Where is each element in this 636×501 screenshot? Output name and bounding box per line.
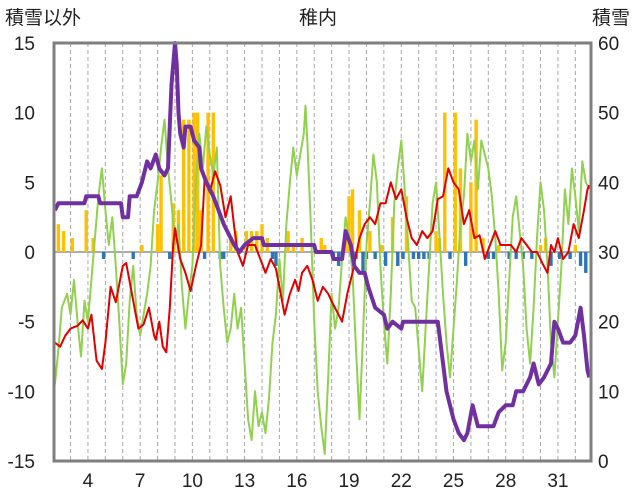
precipitation-bar (458, 168, 463, 252)
precipitation-bar (491, 252, 496, 259)
precipitation-bar (140, 245, 144, 252)
precipitation-bar (274, 252, 278, 266)
temperature-line (54, 167, 591, 370)
x-tick-label: 28 (495, 471, 516, 492)
left-axis-label: 積雪以外 (5, 7, 81, 29)
x-tick-label: 13 (234, 471, 255, 492)
y-right-tick-label: 60 (598, 34, 619, 55)
x-tick-label: 25 (443, 471, 464, 492)
precipitation-bar (255, 231, 259, 252)
precipitation-bar (195, 112, 200, 253)
snow-depth-line (53, 41, 592, 443)
precipitation-bar (530, 252, 534, 259)
precipitation-bar (538, 245, 543, 252)
precipitation-bar (168, 252, 172, 259)
plot-frame (52, 41, 593, 463)
precipitation-bar (497, 245, 501, 252)
chart-title: 稚内 (299, 7, 337, 29)
y-left-tick-label: 0 (24, 243, 35, 264)
y-right-tick-label: 10 (598, 382, 619, 403)
precipitation-bar (159, 175, 163, 252)
precipitation-bar (228, 238, 233, 252)
precipitation-bar (270, 252, 275, 259)
y-left-tick-label: 15 (14, 34, 35, 55)
y-right-tick-label: 0 (598, 452, 609, 473)
precipitation-bar (521, 252, 525, 259)
precipitation-bar (222, 252, 226, 259)
precipitation-bar (291, 245, 296, 252)
precipitation-bar (578, 252, 583, 266)
y-left-tick-label: -5 (18, 313, 35, 334)
precipitation-bar (373, 252, 377, 259)
precipitation-bar (181, 119, 186, 252)
precipitation-bar (101, 252, 106, 259)
x-tick-label: 31 (547, 471, 568, 492)
precipitation-bar (416, 252, 421, 259)
precipitation-bar (434, 231, 438, 252)
precipitation-bar (474, 119, 478, 252)
precipitation-bar (383, 252, 388, 266)
precipitation-bar (368, 231, 372, 252)
x-tick-label: 19 (338, 471, 359, 492)
precipitation-bar (584, 252, 588, 273)
series-lines (53, 41, 592, 455)
precipitation-bar (70, 238, 74, 252)
y-right-tick-label: 50 (598, 104, 619, 125)
x-tick-labels: 4 7 10 13 16 19 22 25 28 31 (83, 471, 569, 492)
precipitation-bar (453, 112, 457, 253)
precipitation-bar (286, 231, 290, 252)
y-right-tick-labels: 60 50 40 30 20 10 0 (598, 34, 619, 473)
precipitation-bar (350, 189, 355, 252)
precipitation-bar (192, 112, 196, 253)
precipitation-bar (514, 252, 518, 259)
right-axis-label: 積雪 (592, 7, 630, 29)
precipitation-bar (61, 231, 66, 252)
y-left-tick-label: -10 (8, 382, 35, 403)
precipitation-bar (549, 252, 553, 266)
precipitation-bar (211, 112, 215, 253)
y-right-tick-label: 20 (598, 313, 619, 334)
precipitation-bar (131, 252, 135, 259)
precipitation-bar (361, 252, 365, 273)
precipitation-bar (347, 196, 351, 252)
precipitation-bar (568, 252, 572, 259)
precipitation-bar (322, 245, 327, 252)
x-tick-label: 10 (182, 471, 203, 492)
precipitation-bar (319, 238, 323, 252)
precipitation-bar (463, 252, 468, 266)
y-left-tick-label: 10 (14, 104, 35, 125)
y-right-tick-label: 30 (598, 243, 619, 264)
precipitation-bar (155, 224, 160, 252)
x-tick-label: 16 (286, 471, 307, 492)
precipitation-bar (486, 252, 490, 259)
precipitation-bar (411, 252, 416, 259)
x-tick-label: 7 (135, 471, 146, 492)
precipitation-bar (91, 238, 95, 252)
x-tick-label: 22 (391, 471, 412, 492)
precipitation-bar (380, 245, 384, 252)
x-tick-label: 4 (83, 471, 94, 492)
precipitation-bar (396, 252, 400, 266)
y-left-tick-labels: 15 10 5 0 -5 -10 -15 (8, 34, 35, 473)
wind-line (53, 104, 591, 455)
precipitation-bar (187, 119, 191, 252)
precipitation-bar (481, 238, 485, 252)
y-left-tick-label: -15 (8, 452, 35, 473)
precipitation-bar (557, 252, 562, 259)
precipitation-bar (202, 252, 207, 259)
precipitation-bar (507, 252, 511, 259)
precipitation-bar (422, 252, 426, 259)
y-right-tick-label: 40 (598, 173, 619, 194)
y-left-tick-label: 5 (24, 173, 35, 194)
precipitation-bar (573, 245, 578, 252)
precipitation-bar (448, 252, 452, 259)
precipitation-bar (401, 252, 405, 259)
precipitation-bar (84, 210, 88, 252)
precipitation-bar (56, 224, 61, 252)
precipitation-bar (357, 210, 362, 252)
